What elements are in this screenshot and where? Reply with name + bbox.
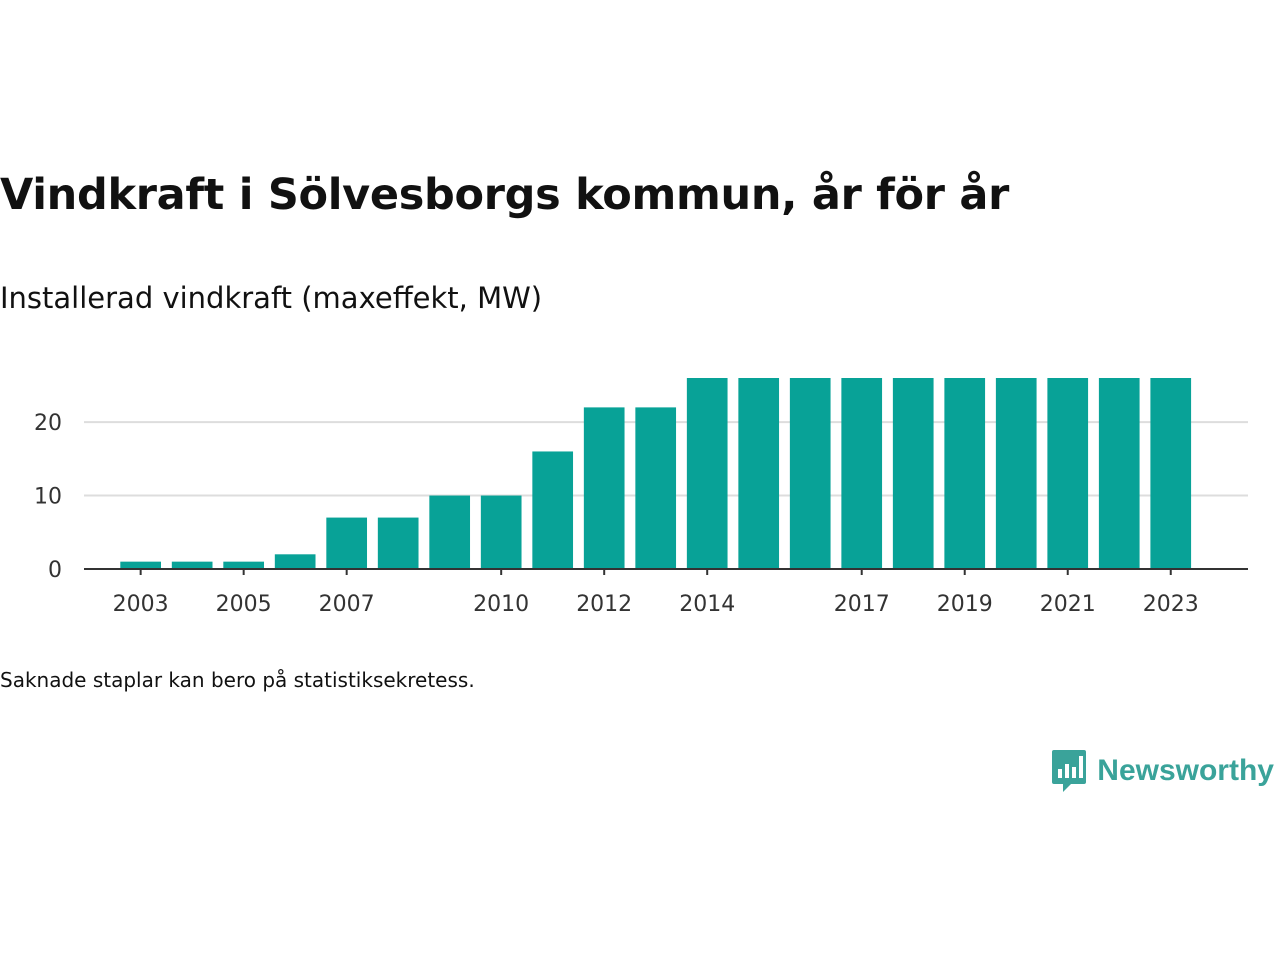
brand-logo[interactable]: Newsworthy — [1051, 748, 1274, 794]
bar-2009 — [429, 495, 471, 569]
bar-2022 — [1098, 378, 1140, 569]
bar-2007 — [326, 517, 368, 569]
x-tick-label: 2010 — [473, 592, 529, 617]
bar-chart: 0 10 20 2003 2005 2007 2010 2012 2014 2017 2019 202… — [34, 378, 1248, 617]
y-tick-label: 20 — [34, 411, 62, 436]
x-tick-label: 2017 — [834, 592, 890, 617]
bar-2012 — [583, 407, 625, 569]
bar-2020 — [995, 378, 1037, 569]
bar-2016 — [789, 378, 831, 569]
bar-2008 — [377, 517, 419, 569]
x-tick-label: 2012 — [576, 592, 632, 617]
bar-2006 — [274, 554, 316, 569]
bar-2013 — [635, 407, 677, 569]
newsworthy-logo-icon — [1052, 750, 1087, 792]
x-tick-label: 2023 — [1143, 592, 1199, 617]
chart-subtitle: Installerad vindkraft (maxeffekt, MW) — [0, 281, 543, 315]
y-tick-label: 10 — [34, 485, 62, 510]
x-tick-label: 2005 — [216, 592, 272, 617]
bar-2023 — [1150, 378, 1192, 569]
bar-2011 — [532, 451, 574, 569]
bar-2003 — [120, 561, 161, 569]
bar-2005 — [223, 561, 265, 569]
x-tick-label: 2014 — [679, 592, 735, 617]
x-tick-label: 2019 — [937, 592, 993, 617]
y-tick-label: 0 — [48, 558, 62, 583]
footnote: Saknade staplar kan bero på statistiksek… — [0, 668, 475, 692]
x-tick-label: 2003 — [113, 592, 169, 617]
bar-2014 — [686, 378, 728, 569]
bar-2010 — [480, 495, 522, 569]
bar-2019 — [944, 378, 986, 569]
axes: 0 10 20 2003 2005 2007 2010 2012 2014 2017 2019 202… — [34, 411, 1248, 617]
bar-2015 — [738, 378, 780, 569]
x-tick-label: 2021 — [1040, 592, 1096, 617]
bar-2017 — [841, 378, 883, 569]
bar-2018 — [892, 378, 934, 569]
bar-2004 — [171, 561, 213, 569]
bars — [120, 378, 1192, 569]
x-tick-label: 2007 — [319, 592, 375, 617]
brand-name: Newsworthy — [1097, 754, 1274, 787]
chart-title: Vindkraft i Sölvesborgs kommun, år för å… — [0, 170, 1009, 220]
bar-2021 — [1047, 378, 1089, 569]
